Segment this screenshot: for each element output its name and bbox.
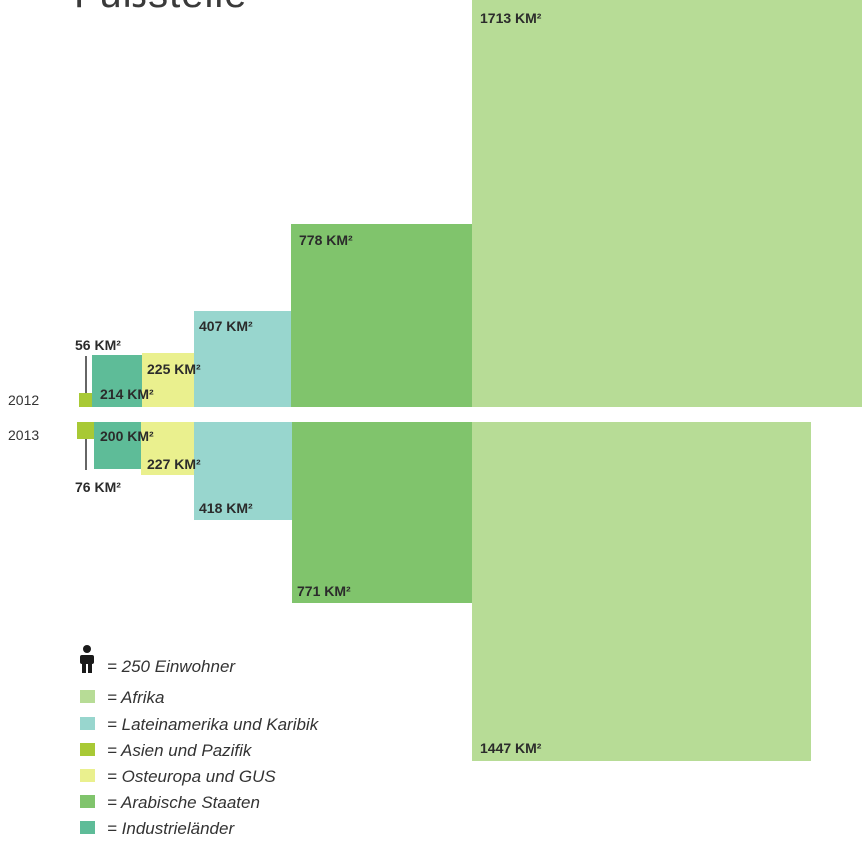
value-label-2012-arabisch: 778 KM² <box>299 232 353 248</box>
bar-2012-arabisch <box>291 224 472 407</box>
value-label-2012-lateinamerika: 407 KM² <box>199 318 253 334</box>
bar-2012-afrika <box>472 0 862 407</box>
value-label-2013-arabisch: 771 KM² <box>297 583 351 599</box>
bar-2013-asien <box>77 422 94 439</box>
value-label-2012-industrie: 214 KM² <box>100 386 154 402</box>
bar-2013-industrie <box>94 422 141 469</box>
bar-2013-afrika <box>472 422 811 761</box>
bar-2013-osteuropa <box>141 422 194 475</box>
legend-swatch-industrie <box>80 821 95 834</box>
year-label-2013: 2013 <box>8 427 39 443</box>
value-label-2013-industrie: 200 KM² <box>100 428 154 444</box>
value-label-2012-asien: 56 KM² <box>75 337 121 353</box>
legend-swatch-afrika <box>80 690 95 703</box>
legend-swatch-lateinamerika <box>80 717 95 730</box>
bar-2013-lateinamerika <box>194 422 292 520</box>
bar-2013-arabisch <box>292 422 472 603</box>
legend-swatch-asien <box>80 743 95 756</box>
legend: = 250 Einwohner = Afrika = Lateinamerika… <box>80 645 320 838</box>
person-icon <box>80 645 94 673</box>
legend-item-asien: = Asien und Pazifik <box>107 741 253 760</box>
legend-item-lateinamerika: = Lateinamerika und Karibik <box>107 715 320 734</box>
bar-2012-lateinamerika <box>194 311 291 407</box>
chart-title: Fußstelle <box>74 0 248 16</box>
value-label-2012-osteuropa: 225 KM² <box>147 361 201 377</box>
legend-swatch-arabisch <box>80 795 95 808</box>
row-2012 <box>79 0 862 407</box>
legend-item-osteuropa: = Osteuropa und GUS <box>107 767 276 786</box>
value-label-2012-afrika: 1713 KM² <box>480 10 542 26</box>
year-label-2012: 2012 <box>8 392 39 408</box>
bar-2012-osteuropa <box>142 353 194 407</box>
legend-item-industrie: = Industrieländer <box>107 819 235 838</box>
bar-2012-asien <box>79 393 92 407</box>
value-label-2013-osteuropa: 227 KM² <box>147 456 201 472</box>
legend-item-afrika: = Afrika <box>107 688 164 707</box>
legend-item-arabisch: = Arabische Staaten <box>107 793 260 812</box>
value-label-2013-afrika: 1447 KM² <box>480 740 542 756</box>
row-2013 <box>77 422 811 761</box>
legend-person-text: = 250 Einwohner <box>107 657 236 676</box>
legend-swatch-osteuropa <box>80 769 95 782</box>
bar-2012-industrie <box>92 355 142 407</box>
value-label-2013-lateinamerika: 418 KM² <box>199 500 253 516</box>
value-label-2013-asien: 76 KM² <box>75 479 121 495</box>
